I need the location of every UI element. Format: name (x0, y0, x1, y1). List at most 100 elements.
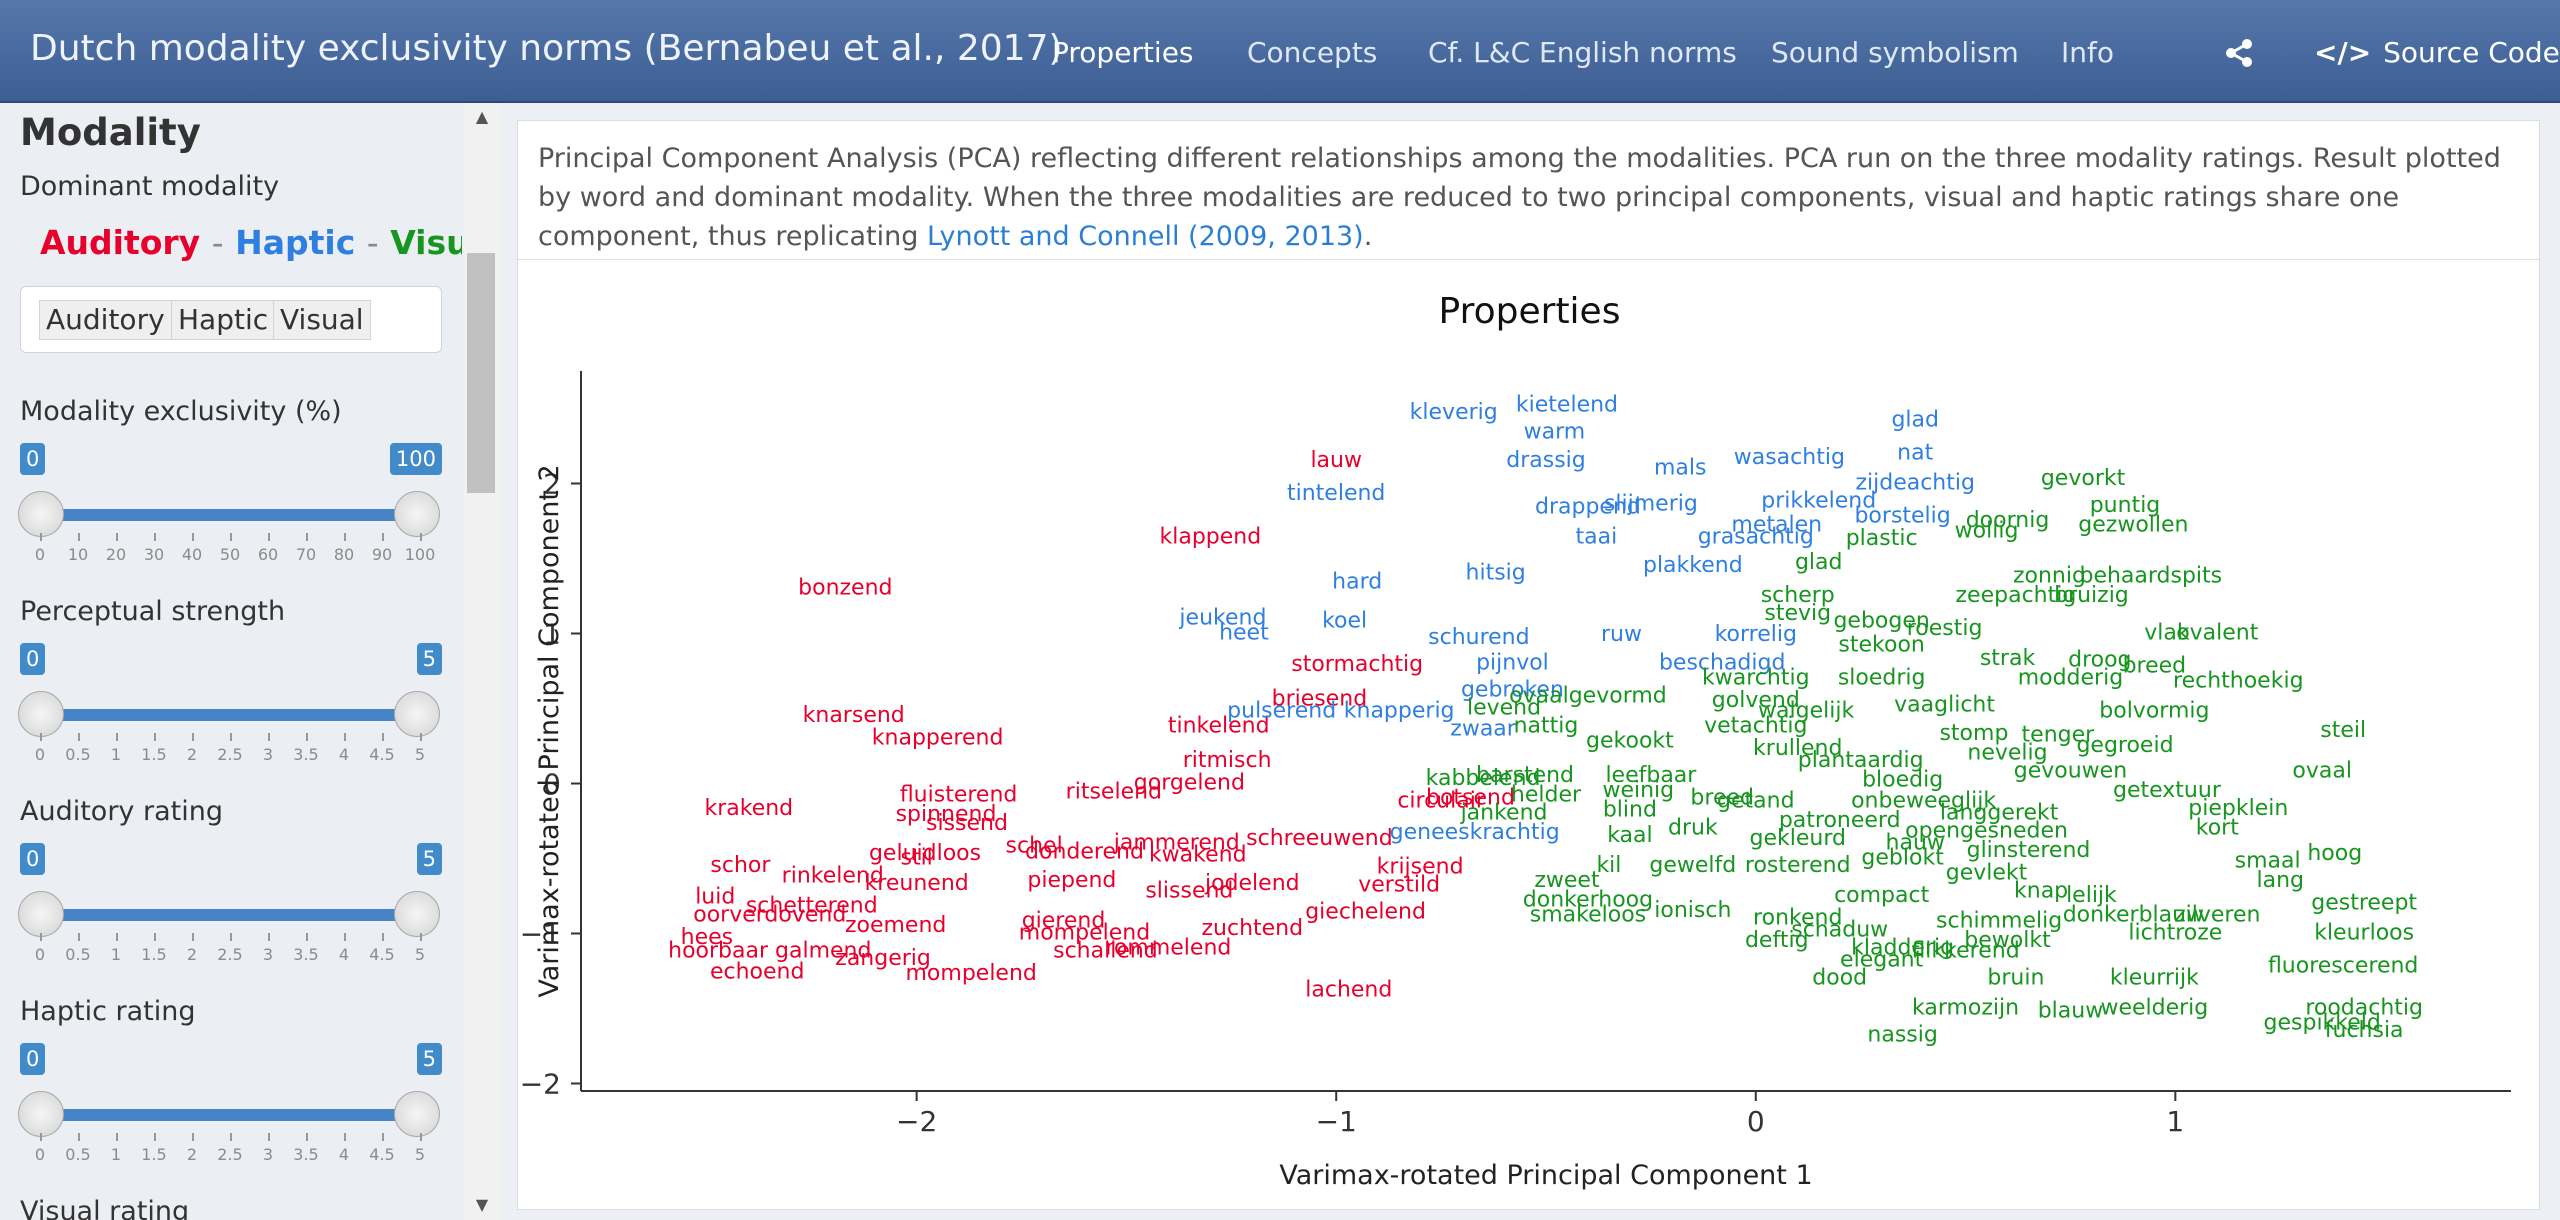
data-point-label-visual: stekoon (1838, 633, 1924, 658)
auditory-rating-slider[interactable]: 0 5 0 0.5 1 1.5 2 2.5 3 3.5 4 4.5 5 (18, 843, 442, 964)
slider-tick-label: 1.5 (141, 945, 167, 964)
tab-cf-lc-english-norms[interactable]: Cf. L&C English norms (1428, 36, 1737, 69)
y-tick-label: 2 (543, 468, 561, 501)
data-point-label-visual: golvend (1712, 688, 1800, 713)
selected-tag-auditory[interactable]: Auditory (39, 300, 172, 340)
perceptual-strength-slider[interactable]: 0 5 0 0.5 1 1.5 2 2.5 3 3.5 4 4.5 5 (18, 643, 442, 764)
data-point-label-visual: levend (1467, 696, 1541, 721)
data-point-label-visual: gekookt (1586, 729, 1674, 754)
slider-min-badge: 0 (20, 443, 46, 475)
data-point-label-visual: rechthoekig (2173, 669, 2304, 694)
data-point-label-visual: kleurloos (2314, 921, 2414, 946)
data-point-label-visual: krullend (1753, 736, 1842, 761)
data-point-label-visual: behaard (2079, 564, 2170, 589)
data-point-label-visual: zonnig (2013, 564, 2086, 589)
data-point-label-haptic: plakkend (1643, 553, 1743, 578)
data-point-label-auditory: rinkelend (782, 864, 884, 889)
data-point-label-haptic: metalen (1731, 513, 1822, 538)
slider-max-handle[interactable] (394, 691, 440, 737)
selected-tag-visual[interactable]: Visual (273, 300, 371, 340)
slider-min-handle[interactable] (18, 491, 64, 537)
data-point-label-visual: stomp (1939, 721, 2008, 746)
tab-info[interactable]: Info (2061, 36, 2114, 69)
data-point-label-visual: weelderig (2100, 996, 2208, 1021)
slider-min-handle[interactable] (18, 1091, 64, 1137)
tab-concepts[interactable]: Concepts (1247, 36, 1378, 69)
slider-tick-label: 2.5 (217, 1145, 243, 1164)
slider-tick-label: 30 (143, 545, 165, 564)
data-point-label-visual: barstend (1476, 763, 1574, 788)
y-tick-label: 1 (543, 618, 561, 651)
slider-min-handle[interactable] (18, 891, 64, 937)
x-tick-label: 1 (2166, 1105, 2184, 1138)
modality-select[interactable]: Auditory Haptic Visual (20, 286, 442, 353)
data-point-label-visual: smaal (2235, 849, 2301, 874)
data-point-label-auditory: briesend (1272, 687, 1368, 712)
perceptual-strength-label: Perceptual strength (20, 596, 286, 627)
slider-tick-label: 20 (105, 545, 127, 564)
slider-tick (78, 733, 80, 741)
chart-title: Properties (1438, 291, 1621, 332)
haptic-rating-slider[interactable]: 0 5 0 0.5 1 1.5 2 2.5 3 3.5 4 4.5 5 (18, 1043, 442, 1164)
slider-max-handle[interactable] (394, 491, 440, 537)
x-tick-label: 0 (1747, 1105, 1765, 1138)
data-point-label-visual: helder (1511, 783, 1582, 808)
data-point-label-auditory: schetterend (746, 894, 878, 919)
slider-min-handle[interactable] (18, 691, 64, 737)
data-point-label-haptic: warm (1524, 420, 1586, 445)
data-point-label-haptic: jeukend (1178, 606, 1266, 631)
slider-tick (268, 933, 270, 941)
slider-tick (116, 1133, 118, 1141)
data-point-label-auditory: stil (900, 846, 932, 871)
slider-tick-label: 0.5 (65, 945, 91, 964)
data-point-label-visual: steil (2320, 718, 2366, 743)
slider-max-handle[interactable] (394, 1091, 440, 1137)
sidebar-scrollbar[interactable]: ▲ ▼ (464, 103, 500, 1220)
slider-tick (192, 533, 194, 541)
slider-tick-label: 40 (181, 545, 203, 564)
tab-sound-symbolism[interactable]: Sound symbolism (1771, 36, 2019, 69)
slider-tick-label: 0 (34, 545, 46, 564)
divider (518, 259, 2541, 260)
data-point-label-auditory: lauw (1310, 448, 1362, 473)
data-point-label-visual: breed (1690, 786, 1754, 811)
data-point-label-visual: zweet (1534, 868, 1600, 893)
data-point-label-auditory: jodelend (1204, 871, 1300, 896)
lynott-connell-link[interactable]: Lynott and Connell (2009, 2013) (926, 221, 1364, 252)
share-icon[interactable] (2224, 38, 2254, 68)
data-point-label-visual: spits (2171, 564, 2223, 589)
scrollbar-thumb[interactable] (467, 253, 495, 493)
data-point-label-visual: walgelijk (1758, 699, 1854, 724)
data-point-label-auditory: ritmisch (1183, 748, 1272, 773)
slider-tick (116, 933, 118, 941)
slider-max-handle[interactable] (394, 891, 440, 937)
exclusivity-slider[interactable]: 0 100 0 10 20 30 40 50 60 70 80 90 100 (18, 443, 442, 564)
navbar: Dutch modality exclusivity norms (Bernab… (0, 0, 2560, 103)
data-point-label-visual: blauw (2038, 999, 2104, 1024)
data-point-label-visual: compact (1834, 883, 1930, 908)
data-point-label-visual: gebogen (1833, 609, 1929, 634)
data-point-label-visual: bewolkt (1964, 928, 2051, 953)
data-point-label-auditory: slissend (1145, 879, 1233, 904)
scroll-down-arrow-icon[interactable]: ▼ (475, 1195, 489, 1214)
data-point-label-auditory: schel (1006, 834, 1063, 859)
description-text: Principal Component Analysis (PCA) refle… (538, 139, 2518, 256)
data-point-label-auditory: mompelend (1019, 921, 1150, 946)
selected-tag-haptic[interactable]: Haptic (171, 300, 276, 340)
data-point-label-visual: patroneerd (1779, 808, 1901, 833)
scroll-up-arrow-icon[interactable]: ▲ (475, 107, 489, 126)
tab-properties[interactable]: Properties (1052, 36, 1194, 69)
auditory-rating-label: Auditory rating (20, 796, 223, 827)
slider-tick-label: 0.5 (65, 1145, 91, 1164)
app-title[interactable]: Dutch modality exclusivity norms (Bernab… (30, 28, 1063, 69)
slider-ticks: 0 0.5 1 1.5 2 2.5 3 3.5 4 4.5 5 (35, 733, 425, 764)
slider-tick-label: 1 (110, 745, 122, 764)
source-code-link[interactable]: </> Source Code (2314, 36, 2560, 69)
data-point-label-auditory: schallend (1053, 939, 1158, 964)
slider-min-badge: 0 (20, 843, 46, 875)
data-point-label-visual: lelijk (2066, 883, 2117, 908)
slider-tick (268, 733, 270, 741)
data-point-label-auditory: rommelend (1105, 936, 1231, 961)
data-point-label-visual: geblokt (1861, 846, 1944, 871)
slider-tick-label: 0 (34, 945, 46, 964)
